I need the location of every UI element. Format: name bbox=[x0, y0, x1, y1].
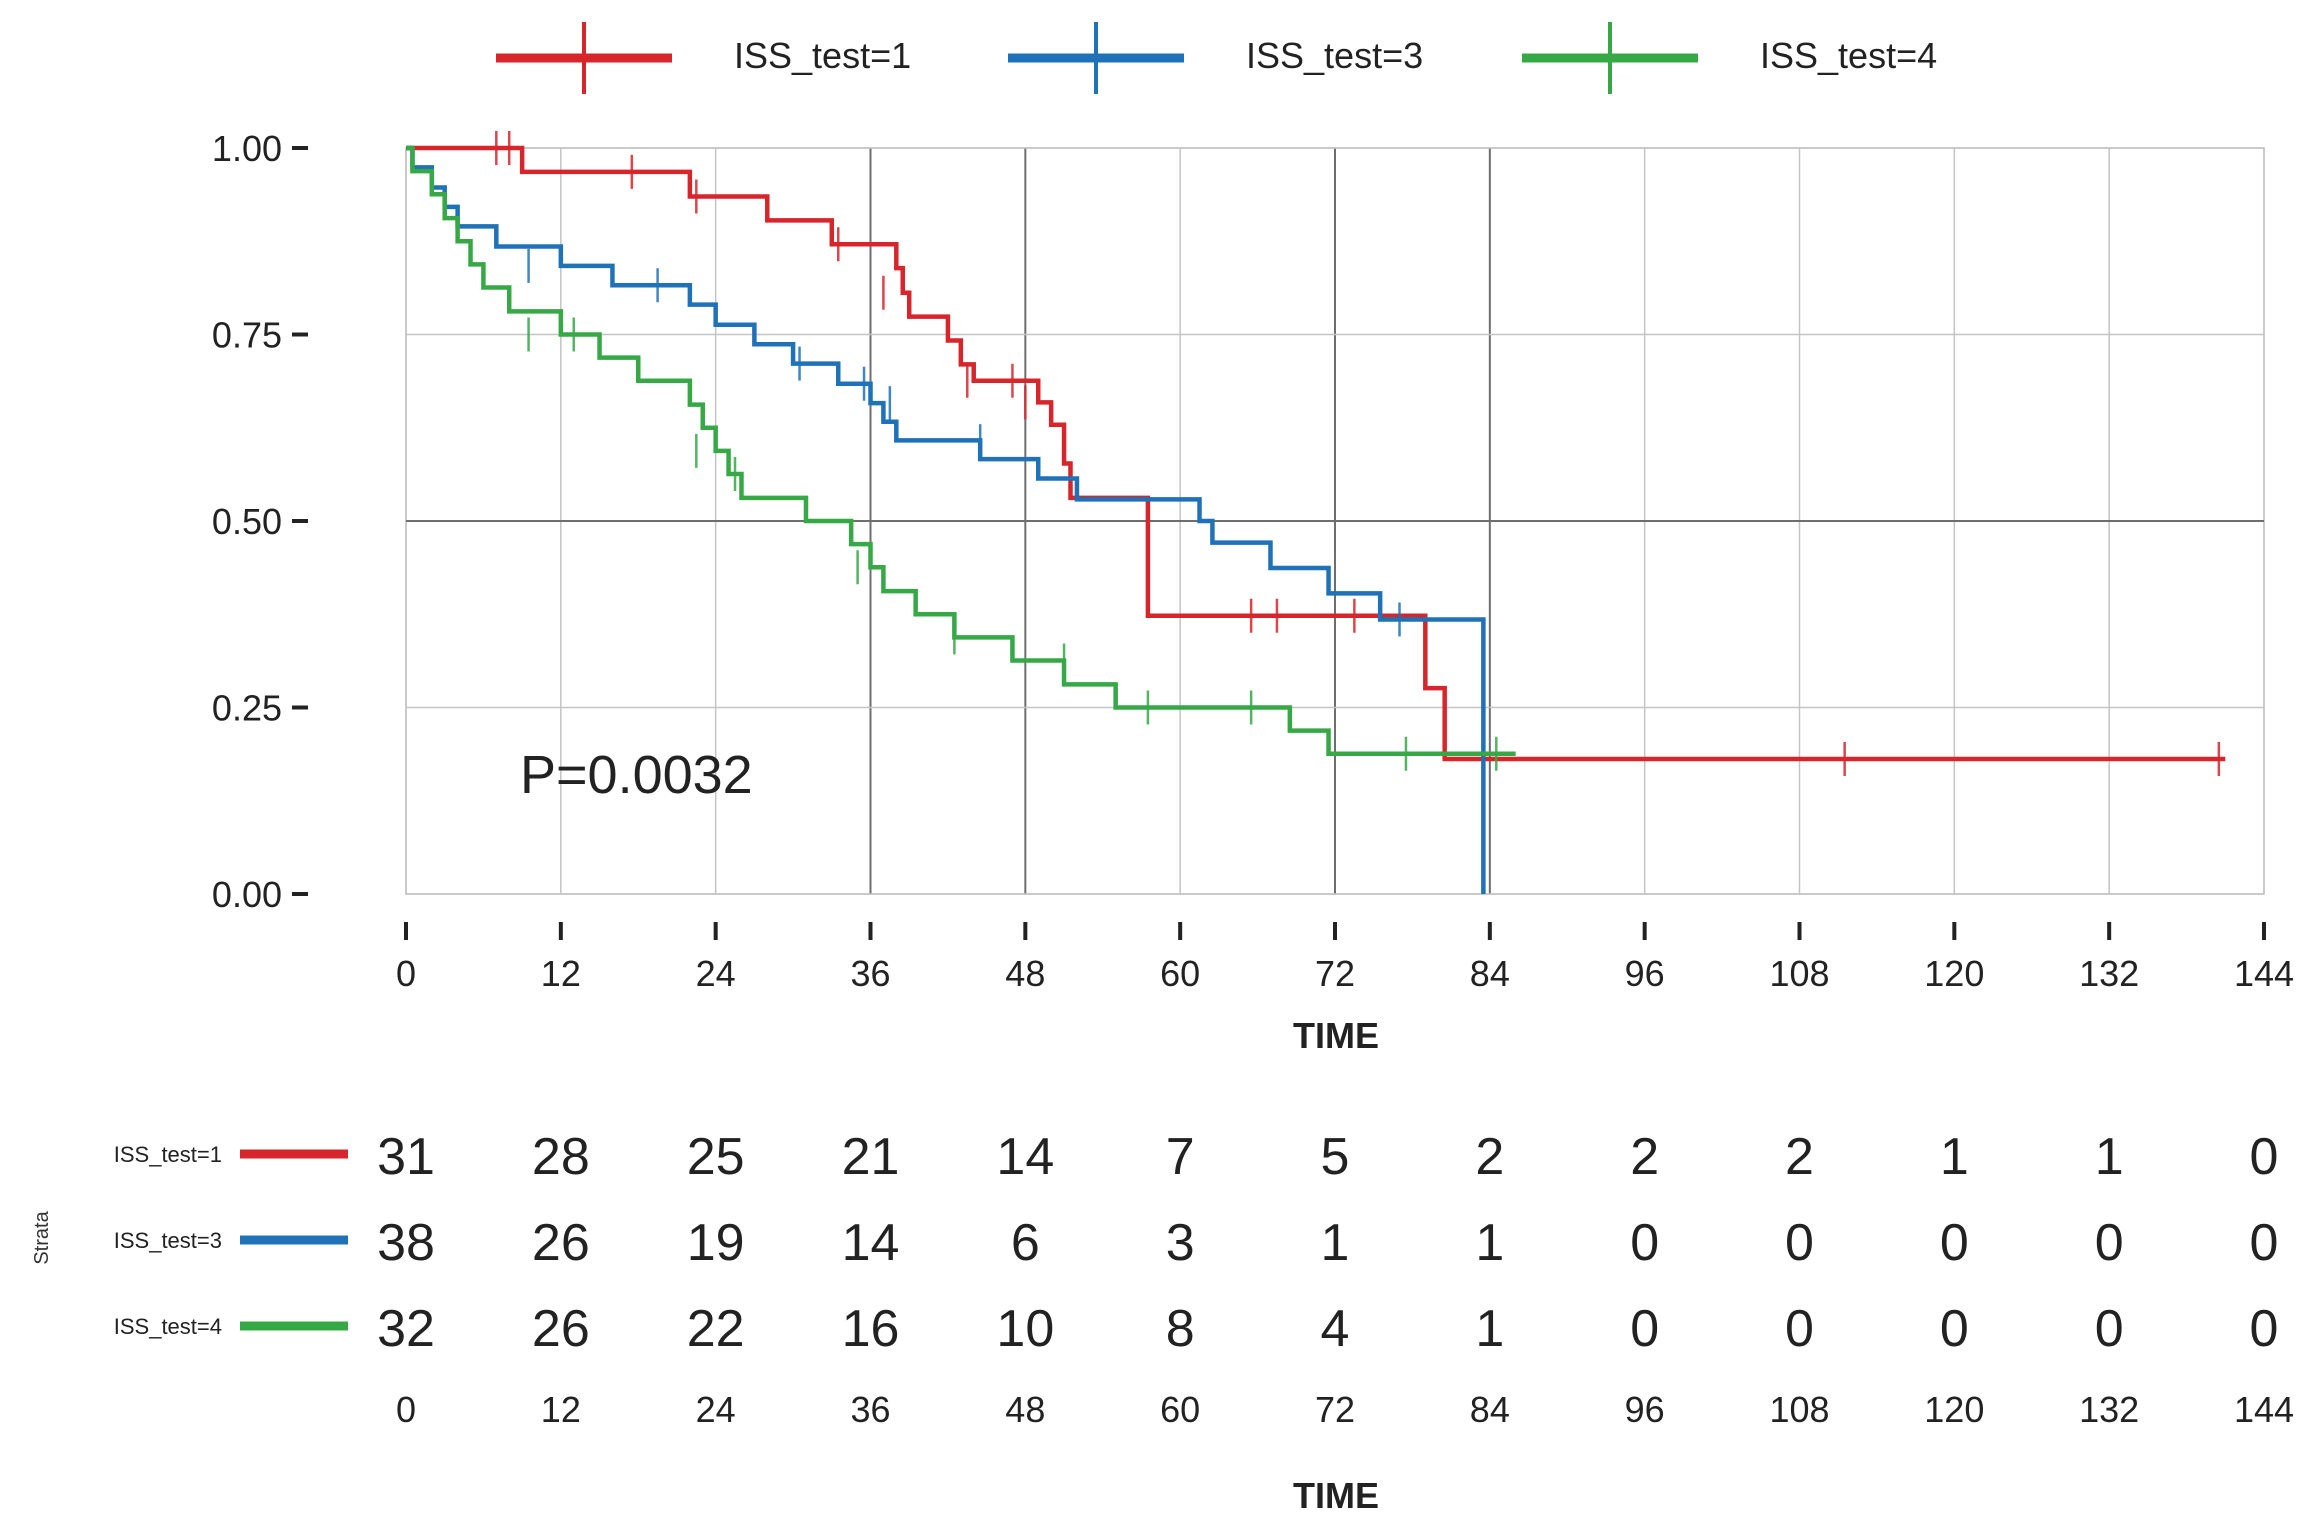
risk-count: 1 bbox=[1475, 1214, 1504, 1272]
risk-time-label: 60 bbox=[1160, 1389, 1200, 1430]
risk-count: 2 bbox=[1630, 1128, 1659, 1186]
risk-time-label: 48 bbox=[1005, 1389, 1045, 1430]
risk-count: 1 bbox=[1475, 1300, 1504, 1358]
risk-time-label: 120 bbox=[1924, 1389, 1984, 1430]
risk-time-label: 84 bbox=[1470, 1389, 1510, 1430]
risk-count: 14 bbox=[996, 1128, 1054, 1186]
risk-count: 0 bbox=[1940, 1300, 1969, 1358]
risk-count: 10 bbox=[996, 1300, 1054, 1358]
risk-count: 1 bbox=[1321, 1214, 1350, 1272]
x-axis-label: TIME bbox=[1293, 1015, 1379, 1056]
risk-count: 16 bbox=[842, 1300, 900, 1358]
risk-count: 25 bbox=[687, 1128, 745, 1186]
risk-time-label: 36 bbox=[850, 1389, 890, 1430]
risk-count: 1 bbox=[1940, 1128, 1969, 1186]
risk-time-label: 12 bbox=[541, 1389, 581, 1430]
risk-count: 1 bbox=[2095, 1128, 2124, 1186]
risk-time-label: 108 bbox=[1769, 1389, 1829, 1430]
survival-line bbox=[406, 145, 2226, 762]
risk-count: 0 bbox=[1630, 1300, 1659, 1358]
risk-count: 31 bbox=[377, 1128, 435, 1186]
risk-count: 22 bbox=[687, 1300, 745, 1358]
risk-time-label: 72 bbox=[1315, 1389, 1355, 1430]
risk-count: 0 bbox=[2095, 1214, 2124, 1272]
risk-count: 0 bbox=[1785, 1300, 1814, 1358]
x-tick-label: 12 bbox=[541, 953, 581, 994]
risk-row-label: ISS_test=4 bbox=[114, 1314, 222, 1339]
y-tick-label: 1.00 bbox=[212, 128, 282, 169]
risk-row-label: ISS_test=1 bbox=[114, 1142, 222, 1167]
risk-count: 28 bbox=[532, 1128, 590, 1186]
x-tick-label: 132 bbox=[2079, 953, 2139, 994]
x-tick-label: 36 bbox=[850, 953, 890, 994]
risk-count: 38 bbox=[377, 1214, 435, 1272]
risk-count: 8 bbox=[1166, 1300, 1195, 1358]
x-tick-label: 48 bbox=[1005, 953, 1045, 994]
risk-count: 21 bbox=[842, 1128, 900, 1186]
risk-count: 7 bbox=[1166, 1128, 1195, 1186]
risk-count: 3 bbox=[1166, 1214, 1195, 1272]
risk-count: 0 bbox=[2250, 1214, 2279, 1272]
risk-count: 0 bbox=[1630, 1214, 1659, 1272]
grid bbox=[405, 147, 2265, 895]
x-tick-label: 108 bbox=[1769, 953, 1829, 994]
risk-table-y-label: Strata bbox=[31, 1210, 53, 1264]
x-tick-label: 60 bbox=[1160, 953, 1200, 994]
risk-count: 0 bbox=[2095, 1300, 2124, 1358]
risk-count: 2 bbox=[1785, 1128, 1814, 1186]
risk-count: 26 bbox=[532, 1214, 590, 1272]
risk-count: 14 bbox=[842, 1214, 900, 1272]
risk-count: 32 bbox=[377, 1300, 435, 1358]
legend-label: ISS_test=4 bbox=[1760, 35, 1937, 76]
p-value-annotation: P=0.0032 bbox=[520, 745, 753, 805]
risk-table-x-label: TIME bbox=[1293, 1475, 1379, 1516]
axes: 0.00 0.25 0.50 0.75 1.00 0 12 24 36 48 60 72 84 96 108… bbox=[212, 128, 2294, 994]
risk-count: 2 bbox=[1475, 1128, 1504, 1186]
survival-curves bbox=[406, 131, 2226, 894]
x-tick-label: 0 bbox=[396, 953, 416, 994]
risk-time-label: 144 bbox=[2234, 1389, 2294, 1430]
legend-label: ISS_test=1 bbox=[734, 35, 911, 76]
risk-row-label: ISS_test=3 bbox=[114, 1228, 222, 1253]
legend: ISS_test=1 ISS_test=3 ISS_test=4 bbox=[496, 22, 1937, 94]
x-tick-label: 120 bbox=[1924, 953, 1984, 994]
y-tick-label: 0.50 bbox=[212, 501, 282, 542]
x-tick-label: 84 bbox=[1470, 953, 1510, 994]
risk-count: 0 bbox=[2250, 1128, 2279, 1186]
y-tick-label: 0.00 bbox=[212, 874, 282, 915]
x-tick-label: 24 bbox=[696, 953, 736, 994]
risk-count: 5 bbox=[1321, 1128, 1350, 1186]
survival-line bbox=[406, 145, 1516, 757]
risk-count: 4 bbox=[1321, 1300, 1350, 1358]
legend-label: ISS_test=3 bbox=[1246, 35, 1423, 76]
risk-count: 26 bbox=[532, 1300, 590, 1358]
risk-count: 0 bbox=[1940, 1214, 1969, 1272]
risk-count: 0 bbox=[2250, 1300, 2279, 1358]
risk-time-label: 24 bbox=[696, 1389, 736, 1430]
risk-time-label: 0 bbox=[396, 1389, 416, 1430]
x-tick-label: 72 bbox=[1315, 953, 1355, 994]
risk-count: 19 bbox=[687, 1214, 745, 1272]
risk-time-label: 132 bbox=[2079, 1389, 2139, 1430]
x-tick-label: 96 bbox=[1625, 953, 1665, 994]
x-tick-label: 144 bbox=[2234, 953, 2294, 994]
risk-count: 0 bbox=[1785, 1214, 1814, 1272]
risk-count: 6 bbox=[1011, 1214, 1040, 1272]
y-tick-label: 0.75 bbox=[212, 315, 282, 356]
y-tick-label: 0.25 bbox=[212, 688, 282, 729]
risk-time-label: 96 bbox=[1625, 1389, 1665, 1430]
